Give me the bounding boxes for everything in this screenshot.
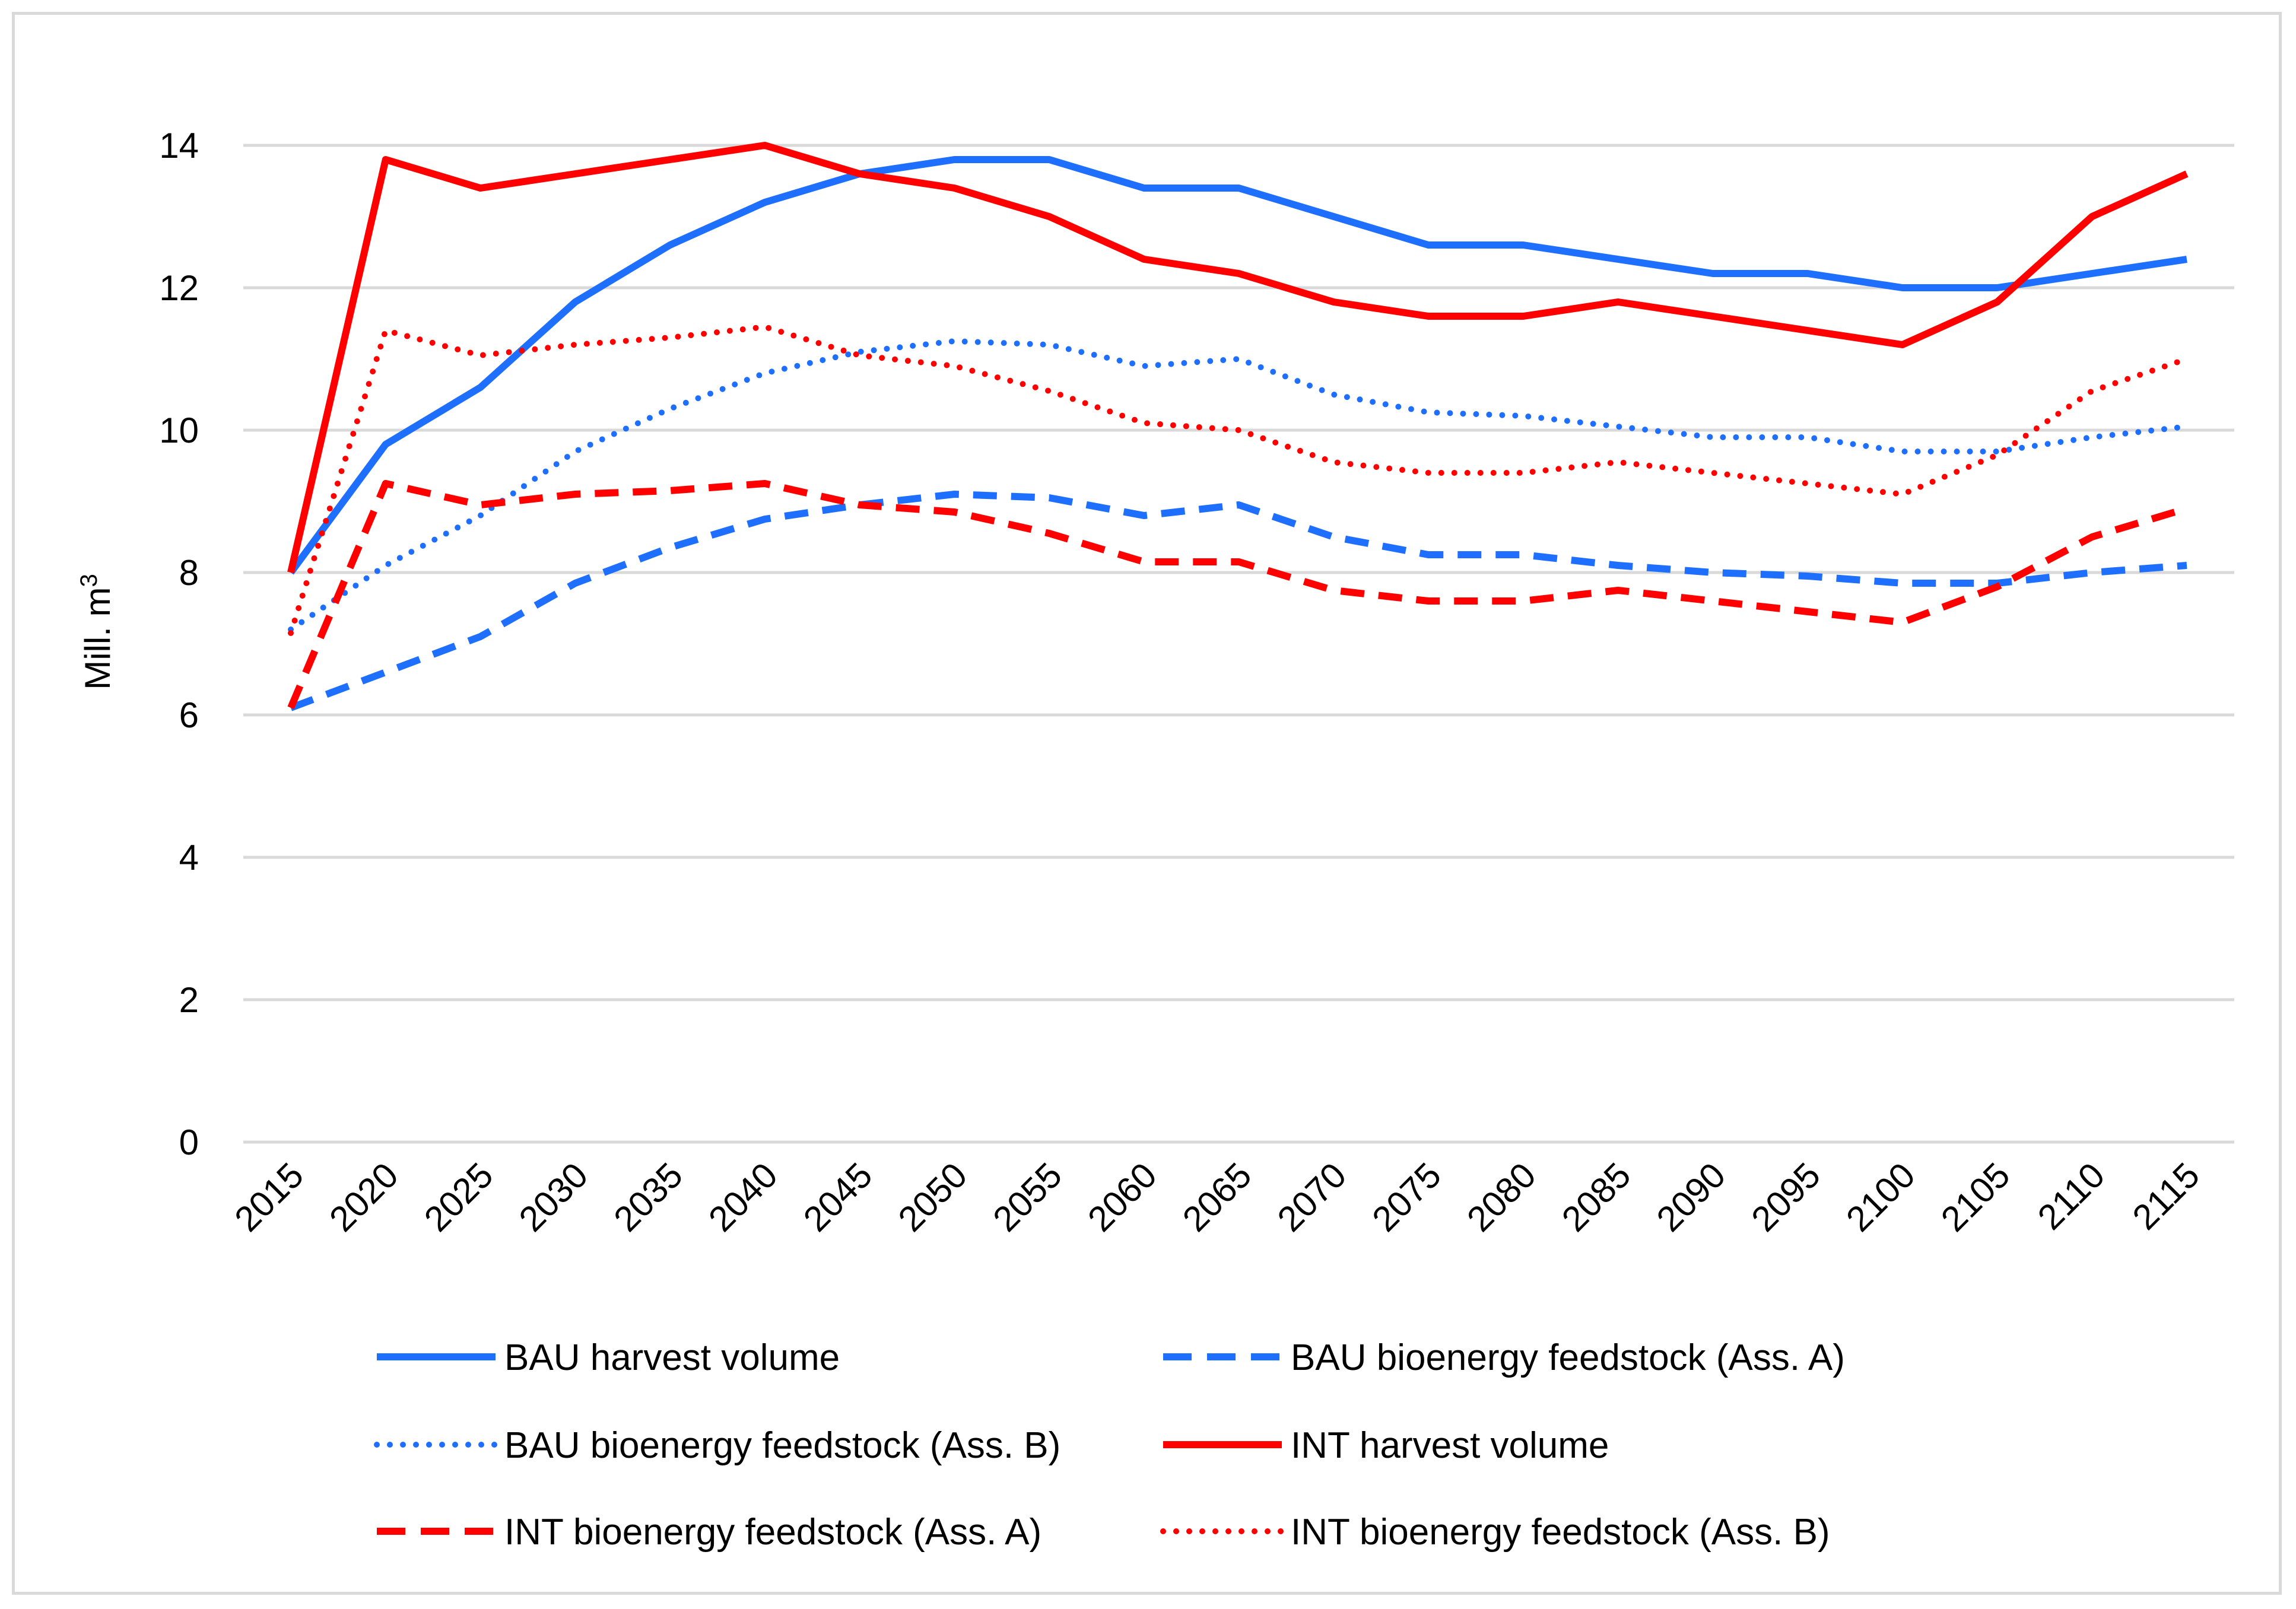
y-axis-title-text: Mill. m: [78, 587, 118, 689]
series-line-2: [288, 338, 2190, 632]
gridlines: [243, 144, 2234, 1144]
x-tick-label: 2090: [1649, 1155, 1733, 1239]
legend-label-3: INT harvest volume: [1291, 1425, 1609, 1466]
x-axis-ticks: 2015 2020 2025 2030 2035 2040 2045 2050 2055 2060…: [227, 1155, 2207, 1239]
y-axis-title-superscript: 3: [76, 574, 102, 587]
x-tick-label: 2080: [1459, 1155, 1544, 1239]
x-tick-label: 2075: [1364, 1155, 1449, 1239]
x-tick-label: 2055: [985, 1155, 1069, 1239]
legend-label-4: INT bioenergy feedstock (Ass. A): [504, 1512, 1041, 1553]
series-line-0: [288, 156, 2187, 575]
x-tick-label: 2115: [2125, 1155, 2208, 1238]
y-axis-ticks: 0 2 4 6 8 10 12 14: [159, 126, 199, 1162]
y-axis-title: Mill. m3: [76, 574, 118, 690]
x-tick-label: 2040: [701, 1155, 785, 1239]
x-tick-label: 2085: [1554, 1155, 1638, 1239]
series-lines: [287, 142, 2190, 711]
x-tick-label: 2105: [1933, 1155, 2018, 1239]
x-tick-label: 2095: [1744, 1155, 1828, 1239]
y-tick-label: 6: [179, 695, 199, 735]
x-tick-label: 2065: [1175, 1155, 1259, 1239]
y-tick-label: 8: [179, 553, 199, 593]
x-tick-label: 2070: [1270, 1155, 1354, 1239]
x-tick-label: 2050: [891, 1155, 975, 1239]
legend: BAU harvest volume BAU bioenergy feedstoc…: [374, 1337, 1845, 1553]
y-tick-label: 0: [179, 1123, 199, 1162]
y-tick-label: 2: [179, 980, 199, 1020]
series-line-3: [287, 142, 2189, 574]
line-chart: 0 2 4 6 8 10 12 14 2015 2020 2025 2030 2035 2040 2045…: [76, 126, 2234, 1553]
x-tick-label: 2030: [512, 1155, 596, 1239]
legend-label-5: INT bioenergy feedstock (Ass. B): [1291, 1512, 1830, 1553]
x-tick-label: 2110: [2030, 1155, 2113, 1238]
legend-label-2: BAU bioenergy feedstock (Ass. B): [504, 1425, 1060, 1466]
y-tick-label: 12: [159, 268, 199, 308]
x-tick-label: 2100: [1838, 1155, 1923, 1239]
chart-frame: 0 2 4 6 8 10 12 14 2015 2020 2025 2030 2035 2040 2045…: [12, 12, 2282, 1595]
x-tick-label: 2015: [227, 1155, 311, 1239]
y-tick-label: 14: [159, 126, 199, 166]
legend-label-0: BAU harvest volume: [504, 1337, 840, 1378]
x-tick-label: 2035: [606, 1155, 690, 1239]
x-tick-label: 2060: [1080, 1155, 1164, 1239]
legend-label-1: BAU bioenergy feedstock (Ass. A): [1291, 1337, 1845, 1378]
x-tick-label: 2045: [796, 1155, 880, 1239]
y-tick-label: 4: [179, 838, 199, 877]
x-tick-label: 2025: [417, 1155, 501, 1239]
series-line-4: [287, 480, 2188, 710]
y-tick-label: 10: [159, 411, 199, 450]
x-tick-label: 2020: [322, 1155, 406, 1239]
series-line-5: [288, 324, 2190, 636]
series-line-1: [289, 491, 2187, 711]
